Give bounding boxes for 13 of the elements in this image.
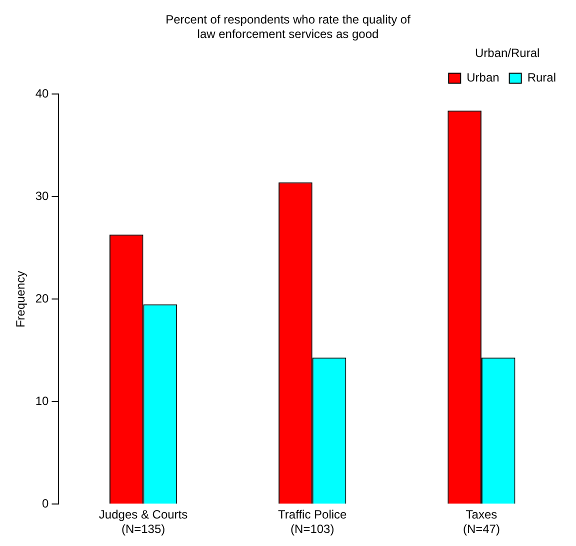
y-tick-label: 0 [42, 496, 50, 511]
chart-title: Percent of respondents who rate the quality of law enforcement services as good [166, 12, 412, 41]
y-tick-label: 10 [35, 394, 50, 408]
y-tick-label: 20 [35, 292, 50, 306]
y-tick-label: 30 [35, 189, 50, 204]
y-axis-title: Frequency [14, 270, 28, 328]
x-tick-label: Judges & Courts (N=135) [98, 508, 188, 536]
legend-label: Rural [527, 70, 556, 85]
x-tick-label: Traffic Police (N=103) [278, 508, 348, 536]
y-tick-label: 40 [35, 86, 50, 101]
legend-title: Urban/Rural [474, 46, 540, 60]
legend-label: Urban [466, 70, 500, 85]
x-tick-label: Taxes (N=47) [462, 508, 500, 536]
